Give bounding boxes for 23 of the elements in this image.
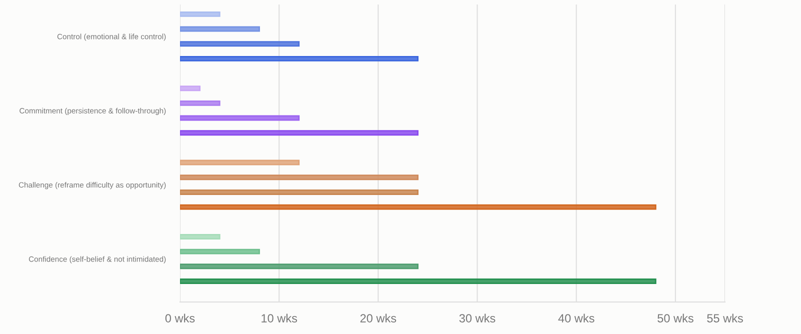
bar: [180, 174, 419, 180]
bar: [180, 278, 656, 284]
bar: [180, 189, 419, 195]
bar: [180, 160, 300, 166]
bar: [180, 41, 300, 47]
x-tick-label: 10 wks: [262, 314, 298, 322]
bar: [180, 86, 201, 92]
bar: [180, 115, 300, 121]
bar: [180, 264, 419, 270]
bar: [180, 248, 260, 254]
x-tick-label: 0 wks: [165, 314, 195, 322]
bar: [180, 204, 656, 210]
x-tick-label: 40 wks: [558, 314, 594, 322]
x-tick-label: 30 wks: [459, 314, 496, 322]
bar: [180, 26, 260, 32]
bar: [180, 234, 220, 240]
x-tick-label: 20 wks: [360, 314, 396, 322]
bar: [180, 130, 419, 136]
bar: [180, 56, 419, 62]
x-tick-label: 55 wks: [707, 314, 743, 322]
bar: [180, 100, 220, 106]
x-tick-label: 50 wks: [658, 314, 694, 322]
bar: [180, 11, 220, 17]
